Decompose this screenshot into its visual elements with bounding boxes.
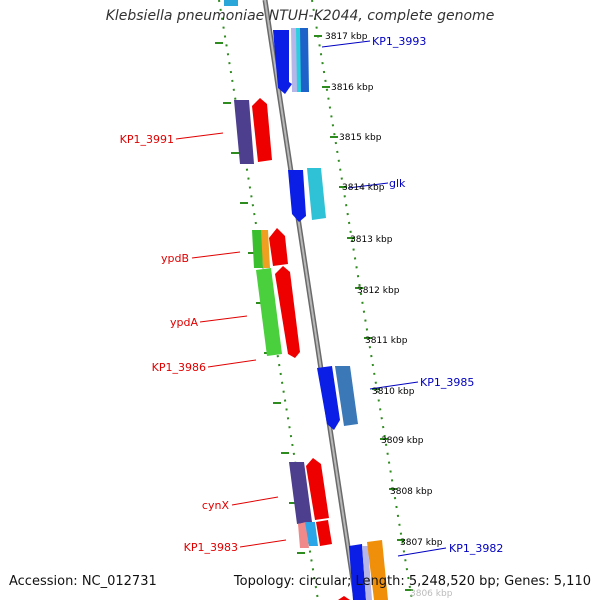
scale-label: 3806 kbp (410, 589, 453, 599)
gene-steelblue-3985 (335, 366, 358, 426)
gene-fragment-top (224, 0, 238, 6)
gene-green-ypdA (256, 268, 282, 356)
gene-blue-3985 (317, 366, 340, 430)
right-leader-lines (321, 40, 447, 557)
scale-labels: 3817 kbp 3816 kbp 3815 kbp 3814 kbp 3813… (325, 32, 453, 599)
gene-group-kp1-3991 (234, 98, 272, 164)
gene-cyan-glk (307, 168, 326, 220)
gene-fragment-bottom (338, 596, 350, 600)
left-leader-lines (175, 132, 287, 548)
topology-text: Topology: circular; Length: 5,248,520 bp… (233, 574, 591, 589)
scale-label: 3809 kbp (381, 436, 424, 446)
gene-purple-cynX (289, 462, 312, 524)
scale-label: 3813 kbp (350, 235, 393, 245)
gene-label-glk[interactable]: glk (389, 177, 406, 190)
genome-title: Klebsiella pneumoniae NTUH-K2044, comple… (105, 8, 495, 24)
scale-label: 3808 kbp (390, 487, 433, 497)
gene-red-ypdB (269, 228, 288, 266)
gene-darkblue-3993 (300, 28, 309, 92)
gene-red-3983 (316, 520, 332, 546)
scale-label: 3807 kbp (400, 538, 443, 548)
gene-red-cynX (306, 458, 329, 520)
scale-label: 3814 kbp (342, 183, 385, 193)
genome-backbone-highlight (264, 0, 357, 600)
gene-red-ypdA (275, 266, 300, 358)
gene-orange-3982 (367, 540, 388, 600)
scale-label: 3810 kbp (372, 387, 415, 397)
gene-green-ypdB (252, 230, 263, 268)
gene-label-kp1-3991[interactable]: KP1_3991 (120, 133, 174, 146)
left-gene-labels: KP1_3991 ypdB ypdA KP1_3986 cynX KP1_398… (120, 133, 238, 554)
right-gene-labels: KP1_3993 glk KP1_3985 KP1_3982 (372, 35, 503, 555)
gene-label-ypdb[interactable]: ypdB (161, 252, 189, 265)
gene-red-3991 (252, 98, 272, 162)
gene-group-kp1-3982 (338, 540, 388, 600)
gene-label-kp1-3983[interactable]: KP1_3983 (184, 541, 238, 554)
scale-label: 3812 kbp (357, 286, 400, 296)
gene-group-cynx (289, 458, 332, 548)
gene-label-kp1-3985[interactable]: KP1_3985 (420, 376, 474, 389)
gene-label-ypda[interactable]: ypdA (170, 316, 198, 329)
gene-group-ypd (252, 228, 300, 358)
gene-label-kp1-3993[interactable]: KP1_3993 (372, 35, 426, 48)
accession-text: Accession: NC_012731 (9, 574, 157, 589)
gene-group-kp1-3985 (317, 366, 358, 430)
scale-label: 3816 kbp (331, 83, 374, 93)
scale-label: 3811 kbp (365, 336, 408, 346)
gene-blue-3982 (349, 544, 366, 600)
gene-blue-3993 (273, 30, 292, 94)
gene-purple-3991 (234, 100, 254, 164)
gene-label-kp1-3986[interactable]: KP1_3986 (152, 361, 206, 374)
gene-label-kp1-3982[interactable]: KP1_3982 (449, 542, 503, 555)
scale-label: 3815 kbp (339, 133, 382, 143)
outer-tick-marks (314, 35, 413, 591)
gene-orange-ypdB (261, 230, 270, 268)
gene-pale-3982 (362, 546, 372, 600)
gene-group-kp1-3993 (273, 28, 309, 94)
gene-blue-glk (288, 170, 306, 222)
gene-label-cynx[interactable]: cynX (202, 499, 230, 512)
gene-cyan-3983 (305, 522, 318, 546)
gene-group-glk (288, 168, 326, 222)
scale-label: 3817 kbp (325, 32, 368, 42)
